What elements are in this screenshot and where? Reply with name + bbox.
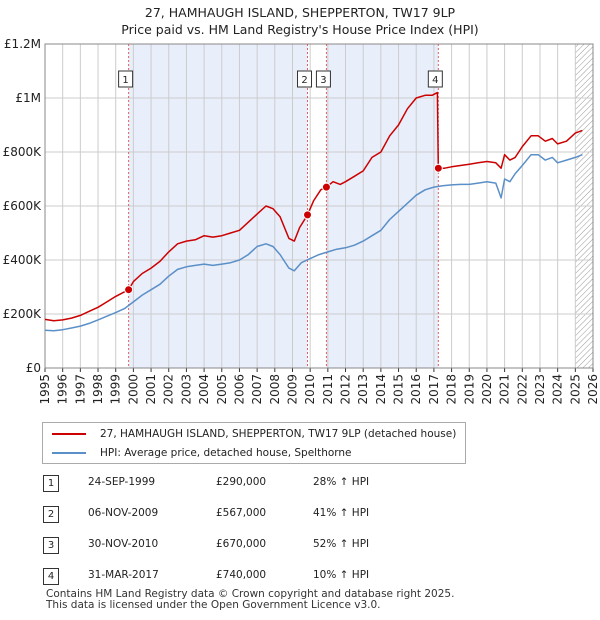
x-tick-label: 2023 xyxy=(533,374,547,405)
table-row: 1 24-SEP-1999 £290,000 28% ↑ HPI xyxy=(0,474,600,494)
sale-label-number: 3 xyxy=(320,75,326,86)
x-tick-label: 2003 xyxy=(179,374,193,405)
legend-label-hpi: HPI: Average price, detached house, Spel… xyxy=(100,447,352,459)
sale-date: 24-SEP-1999 xyxy=(88,476,156,488)
y-tick-label: £1M xyxy=(15,91,41,105)
sale-date: 06-NOV-2009 xyxy=(88,507,159,519)
x-tick-label: 2009 xyxy=(285,374,299,405)
y-tick-label: £200K xyxy=(3,307,43,321)
sale-point xyxy=(303,210,313,220)
chart-subtitle-text: Price paid vs. HM Land Registry's House … xyxy=(121,22,479,37)
footer-line-2: This data is licensed under the Open Gov… xyxy=(46,599,381,611)
x-tick-label: 2001 xyxy=(144,374,158,405)
x-tick-label: 2022 xyxy=(515,374,529,405)
x-tick-label: 1997 xyxy=(73,374,87,405)
chart-title-text: 27, HAMHAUGH ISLAND, SHEPPERTON, TW17 9L… xyxy=(144,5,456,20)
x-tick-label: 2015 xyxy=(392,374,406,405)
footer-line-1: Contains HM Land Registry data © Crown c… xyxy=(46,588,455,600)
x-tick-label: 2016 xyxy=(409,374,423,405)
x-tick-label: 2021 xyxy=(498,374,512,405)
chart-title: 27, HAMHAUGH ISLAND, SHEPPERTON, TW17 9L… xyxy=(0,4,600,38)
sale-point xyxy=(124,285,134,295)
table-row: 3 30-NOV-2010 £670,000 52% ↑ HPI xyxy=(0,536,600,556)
y-tick-label: £0 xyxy=(26,361,41,375)
sale-price: £740,000 xyxy=(216,569,267,581)
sale-point xyxy=(433,163,443,173)
sale-hpi-change: 10% ↑ HPI xyxy=(313,569,370,581)
x-tick-label: 2005 xyxy=(215,374,229,405)
x-tick-label: 2014 xyxy=(374,374,388,405)
y-tick-label: £1.2M xyxy=(4,37,41,51)
legend-swatch-red xyxy=(52,433,86,435)
x-tick-label: 2007 xyxy=(250,374,264,405)
x-tick-label: 2024 xyxy=(551,374,565,405)
chart-legend: 27, HAMHAUGH ISLAND, SHEPPERTON, TW17 9L… xyxy=(42,422,466,464)
x-tick-label: 1995 xyxy=(38,374,52,405)
sale-hpi-change: 41% ↑ HPI xyxy=(313,507,370,519)
x-tick-label: 2026 xyxy=(586,374,600,405)
sale-number-badge: 2 xyxy=(43,506,59,523)
sale-price: £567,000 xyxy=(216,507,267,519)
sale-date: 31-MAR-2017 xyxy=(88,569,159,581)
table-row: 4 31-MAR-2017 £740,000 10% ↑ HPI xyxy=(0,567,600,587)
x-tick-label: 2004 xyxy=(197,374,211,405)
y-tick-label: £400K xyxy=(3,253,43,267)
sale-label-box xyxy=(118,70,134,88)
x-tick-label: 1999 xyxy=(109,374,123,405)
x-tick-label: 2008 xyxy=(268,374,282,405)
sale-label-box xyxy=(427,70,443,88)
x-tick-label: 2013 xyxy=(356,374,370,405)
x-tick-label: 2002 xyxy=(162,374,176,405)
sale-hpi-change: 52% ↑ HPI xyxy=(313,538,370,550)
sale-label-number: 4 xyxy=(432,75,438,86)
y-tick-label: £600K xyxy=(3,199,43,213)
sale-point xyxy=(321,182,331,192)
sale-number-badge: 1 xyxy=(43,475,59,492)
x-tick-label: 1996 xyxy=(56,374,70,405)
sale-price: £670,000 xyxy=(216,538,267,550)
table-row: 2 06-NOV-2009 £567,000 41% ↑ HPI xyxy=(0,505,600,525)
footer-attribution: Contains HM Land Registry data © Crown c… xyxy=(46,589,454,611)
sale-label-box xyxy=(315,70,331,88)
x-tick-label: 2010 xyxy=(303,374,317,405)
x-tick-label: 2017 xyxy=(427,374,441,405)
x-tick-label: 2011 xyxy=(321,374,335,405)
sale-label-number: 2 xyxy=(301,75,307,86)
y-tick-label: £800K xyxy=(3,145,43,159)
sale-number-badge: 3 xyxy=(43,537,59,554)
x-tick-label: 2018 xyxy=(445,374,459,405)
sale-hpi-change: 28% ↑ HPI xyxy=(313,476,370,488)
sale-date: 30-NOV-2010 xyxy=(88,538,159,550)
sale-label-number: 1 xyxy=(122,75,128,86)
legend-label-property: 27, HAMHAUGH ISLAND, SHEPPERTON, TW17 9L… xyxy=(100,428,457,440)
hpi-series-line xyxy=(44,153,583,332)
x-tick-label: 2000 xyxy=(126,374,140,405)
x-tick-label: 2025 xyxy=(568,374,582,405)
legend-swatch-blue xyxy=(52,452,86,454)
sale-price: £290,000 xyxy=(216,476,267,488)
x-tick-label: 1998 xyxy=(91,374,105,405)
x-tick-label: 2019 xyxy=(462,374,476,405)
sale-number-badge: 4 xyxy=(43,568,59,585)
x-tick-label: 2012 xyxy=(339,374,353,405)
x-tick-label: 2020 xyxy=(480,374,494,405)
x-tick-label: 2006 xyxy=(232,374,246,405)
plot-border xyxy=(44,43,594,369)
sale-label-box xyxy=(297,70,313,88)
